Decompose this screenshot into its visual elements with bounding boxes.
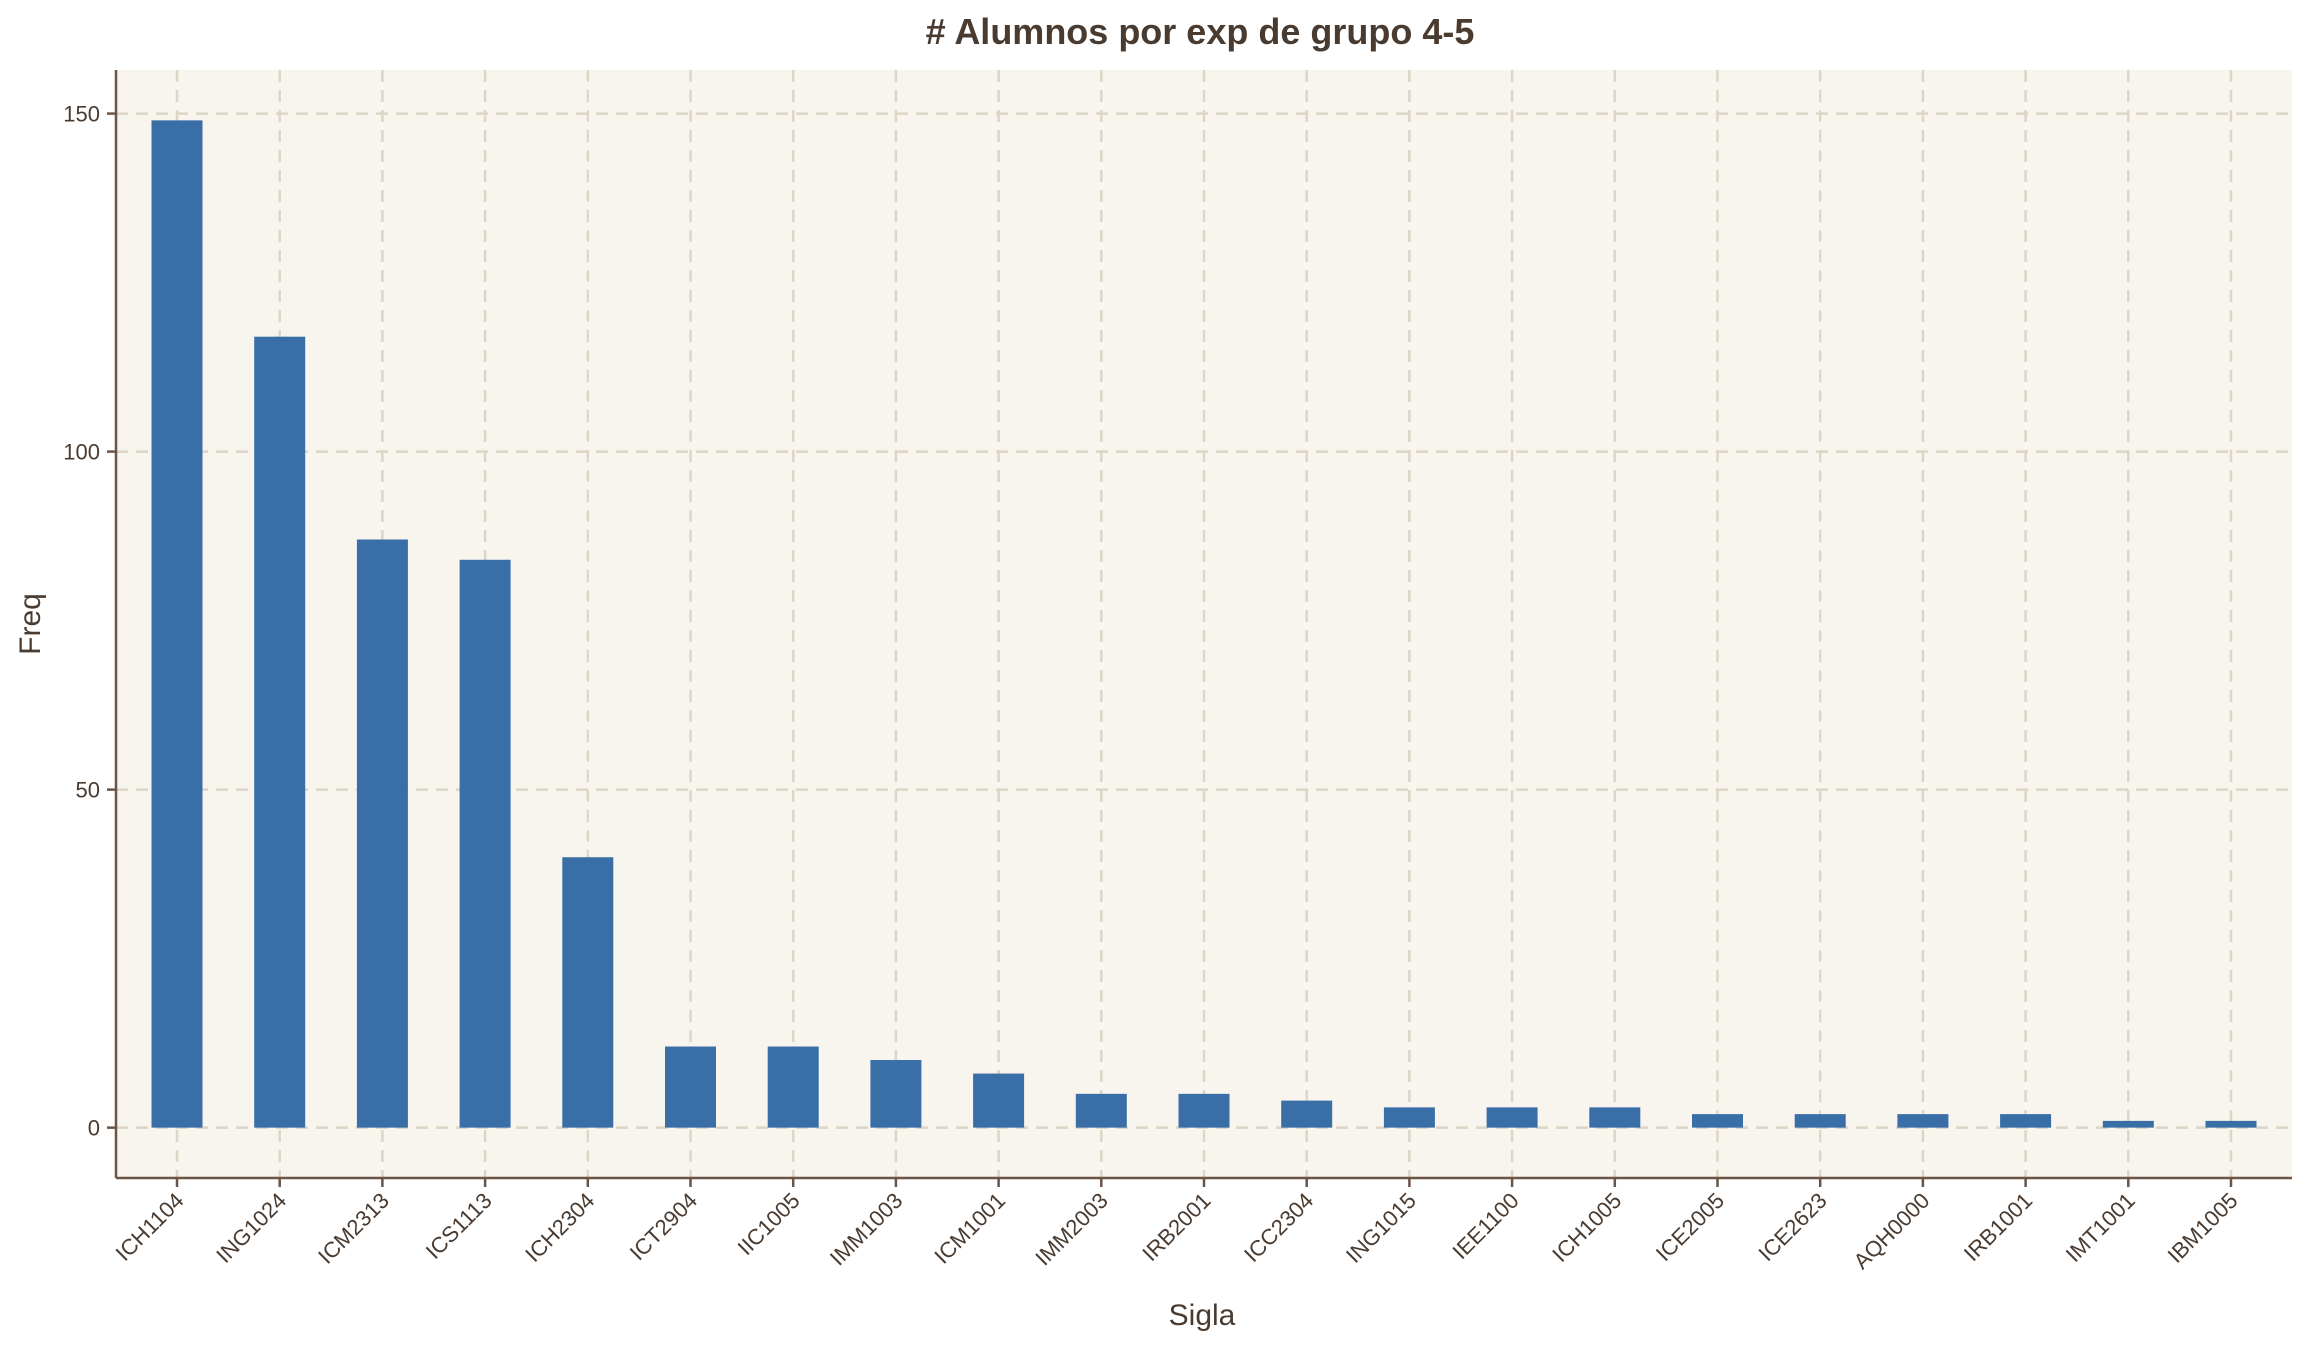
- bar-icm1001: [973, 1073, 1025, 1128]
- bars: [151, 120, 2257, 1128]
- y-axis-label: Freq: [14, 593, 47, 655]
- x-axis-label: Sigla: [1169, 1299, 1236, 1332]
- y-tick-label: 100: [63, 440, 100, 465]
- bar-ibm1005: [2205, 1120, 2257, 1128]
- bar-ich1005: [1589, 1107, 1641, 1128]
- y-tick-label: 150: [63, 102, 100, 127]
- bar-icc2304: [1281, 1100, 1333, 1128]
- bar-ing1015: [1383, 1107, 1435, 1128]
- bar-ice2005: [1692, 1114, 1743, 1128]
- bar-ich2304: [562, 857, 614, 1128]
- bar-irb2001: [1178, 1093, 1230, 1128]
- bar-ich1104: [151, 120, 203, 1128]
- bar-iee1100: [1486, 1107, 1538, 1128]
- axes: [107, 70, 2292, 1187]
- bar-icm2313: [356, 539, 408, 1128]
- chart-title: # Alumnos por exp de grupo 4-5: [926, 11, 1475, 52]
- y-tick-label: 50: [76, 778, 100, 803]
- y-tick-label: 0: [88, 1116, 100, 1141]
- bar-iic1005: [767, 1046, 819, 1128]
- bar-ing1024: [254, 336, 306, 1128]
- bar-irb1001: [2000, 1114, 2052, 1128]
- bar-ics1113: [459, 559, 511, 1128]
- bar-ice2623: [1794, 1114, 1846, 1128]
- bar-imm1003: [870, 1060, 922, 1128]
- bar-imt1001: [2102, 1120, 2154, 1128]
- bar-ict2904: [665, 1046, 716, 1128]
- bar-imm2003: [1075, 1093, 1127, 1128]
- bar-aqh0000: [1897, 1114, 1949, 1128]
